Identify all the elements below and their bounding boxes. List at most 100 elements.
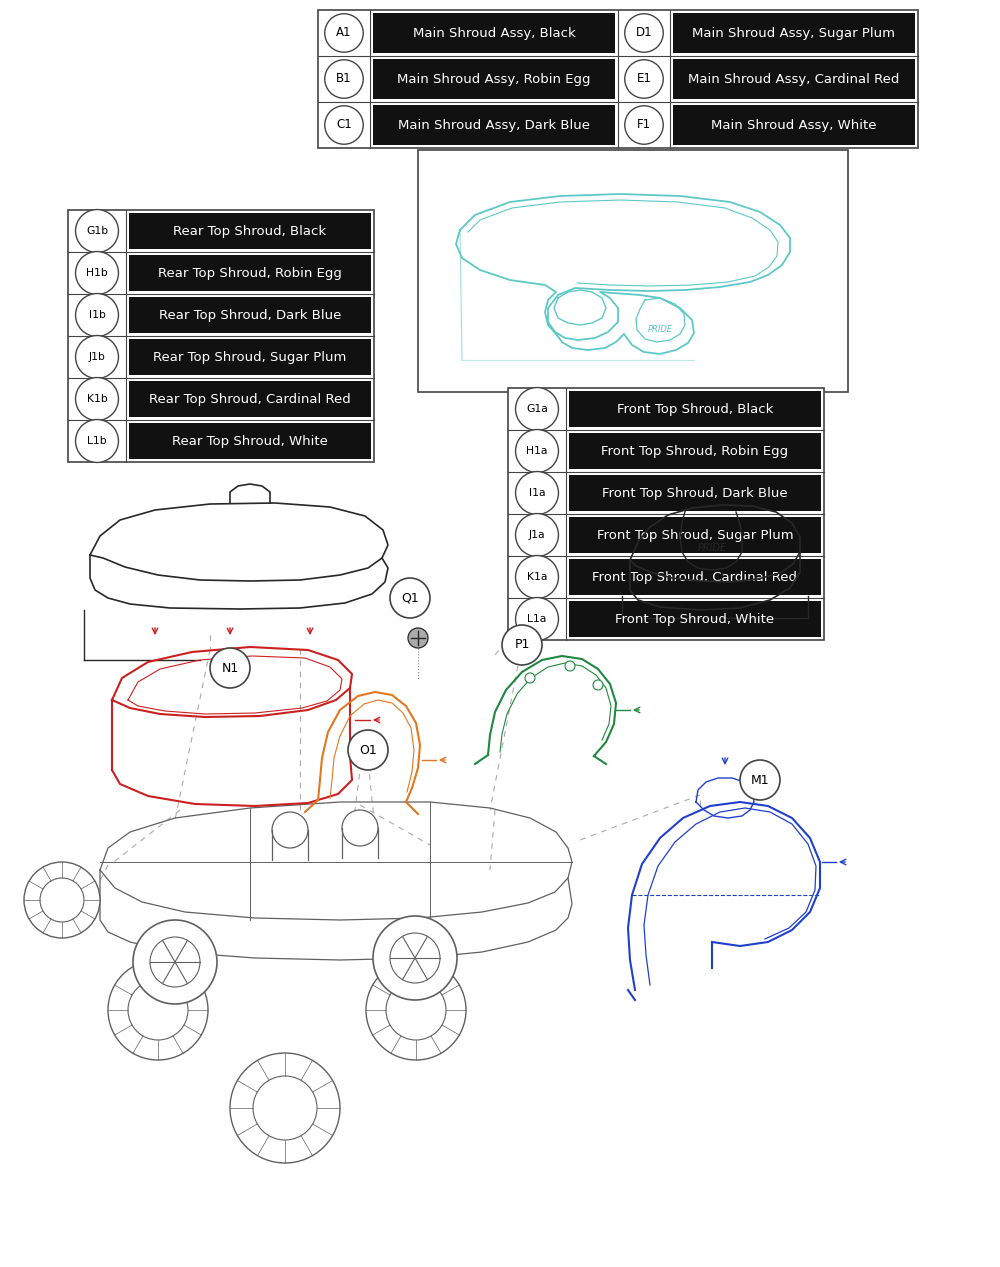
Bar <box>673 13 915 53</box>
Bar <box>129 381 371 417</box>
Text: G1b: G1b <box>86 226 108 236</box>
Text: Front Top Shroud, White: Front Top Shroud, White <box>615 612 775 626</box>
Bar <box>673 60 915 99</box>
Circle shape <box>373 916 457 1000</box>
Bar <box>373 60 615 99</box>
Circle shape <box>76 419 118 462</box>
Circle shape <box>325 14 363 52</box>
Bar <box>569 601 821 637</box>
Text: O1: O1 <box>359 744 377 756</box>
Circle shape <box>40 878 84 922</box>
Circle shape <box>76 209 118 252</box>
Text: E1: E1 <box>637 72 651 85</box>
Text: G1a: G1a <box>526 404 548 414</box>
Circle shape <box>408 628 428 647</box>
Circle shape <box>128 979 188 1040</box>
Text: I1a: I1a <box>529 488 545 498</box>
Circle shape <box>625 14 663 52</box>
Bar <box>569 475 821 511</box>
Text: Q1: Q1 <box>401 592 419 604</box>
Bar <box>129 340 371 375</box>
Bar <box>68 210 374 462</box>
Text: Front Top Shroud, Robin Egg: Front Top Shroud, Robin Egg <box>601 445 789 457</box>
Circle shape <box>516 388 558 431</box>
Circle shape <box>342 810 378 846</box>
Circle shape <box>253 1076 317 1140</box>
Circle shape <box>625 60 663 99</box>
Circle shape <box>516 513 558 556</box>
Circle shape <box>150 938 200 987</box>
Bar <box>129 423 371 459</box>
Circle shape <box>348 730 388 770</box>
Text: F1: F1 <box>637 119 651 132</box>
Text: Rear Top Shroud, Dark Blue: Rear Top Shroud, Dark Blue <box>159 308 341 322</box>
Circle shape <box>230 1053 340 1163</box>
Text: Front Top Shroud, Sugar Plum: Front Top Shroud, Sugar Plum <box>597 528 793 541</box>
Circle shape <box>76 378 118 421</box>
Circle shape <box>516 598 558 640</box>
Text: M1: M1 <box>751 773 769 787</box>
Circle shape <box>386 979 446 1040</box>
Text: Main Shroud Assy, Sugar Plum: Main Shroud Assy, Sugar Plum <box>692 27 896 39</box>
Circle shape <box>390 933 440 983</box>
Circle shape <box>516 471 558 514</box>
Text: Main Shroud Assy, Robin Egg: Main Shroud Assy, Robin Egg <box>397 72 591 85</box>
Circle shape <box>325 105 363 144</box>
Text: H1b: H1b <box>86 269 108 277</box>
Text: A1: A1 <box>336 27 352 39</box>
Text: J1a: J1a <box>529 530 545 540</box>
Circle shape <box>108 960 208 1060</box>
Circle shape <box>502 625 542 665</box>
Circle shape <box>390 578 430 618</box>
Bar <box>318 10 918 148</box>
Text: PRIDE: PRIDE <box>697 544 727 552</box>
Text: Main Shroud Assy, White: Main Shroud Assy, White <box>711 119 877 132</box>
Text: Front Top Shroud, Dark Blue: Front Top Shroud, Dark Blue <box>602 487 788 499</box>
Circle shape <box>593 680 603 691</box>
Text: Front Top Shroud, Cardinal Red: Front Top Shroud, Cardinal Red <box>592 570 798 584</box>
Text: D1: D1 <box>636 27 652 39</box>
Text: Front Top Shroud, Black: Front Top Shroud, Black <box>617 403 773 416</box>
Bar <box>508 388 824 640</box>
Circle shape <box>210 647 250 688</box>
Circle shape <box>24 862 100 938</box>
Text: L1a: L1a <box>527 614 547 625</box>
Text: C1: C1 <box>336 119 352 132</box>
Bar <box>129 255 371 291</box>
Bar <box>129 296 371 333</box>
Bar <box>418 150 848 392</box>
Circle shape <box>516 555 558 598</box>
Bar <box>569 433 821 469</box>
Circle shape <box>76 252 118 294</box>
Text: Main Shroud Assy, Dark Blue: Main Shroud Assy, Dark Blue <box>398 119 590 132</box>
Text: B1: B1 <box>336 72 352 85</box>
Bar <box>569 559 821 595</box>
Text: Rear Top Shroud, Sugar Plum: Rear Top Shroud, Sugar Plum <box>153 351 347 364</box>
Text: Rear Top Shroud, White: Rear Top Shroud, White <box>172 435 328 447</box>
Circle shape <box>366 960 466 1060</box>
Bar <box>129 213 371 250</box>
Circle shape <box>565 661 575 672</box>
Circle shape <box>525 673 535 683</box>
Text: Main Shroud Assy, Black: Main Shroud Assy, Black <box>413 27 575 39</box>
Circle shape <box>76 336 118 379</box>
Text: K1a: K1a <box>527 571 547 582</box>
Circle shape <box>272 812 308 848</box>
Text: K1b: K1b <box>87 394 107 404</box>
Text: Rear Top Shroud, Robin Egg: Rear Top Shroud, Robin Egg <box>158 266 342 280</box>
Bar <box>569 517 821 552</box>
Text: Main Shroud Assy, Cardinal Red: Main Shroud Assy, Cardinal Red <box>688 72 900 85</box>
Circle shape <box>740 760 780 799</box>
Circle shape <box>133 920 217 1003</box>
Text: Rear Top Shroud, Black: Rear Top Shroud, Black <box>173 224 327 237</box>
Bar <box>373 13 615 53</box>
Text: PRIDE: PRIDE <box>647 326 673 334</box>
Bar <box>373 105 615 144</box>
Text: P1: P1 <box>514 639 530 651</box>
Circle shape <box>325 60 363 99</box>
Text: J1b: J1b <box>89 352 105 362</box>
Circle shape <box>625 105 663 144</box>
Bar <box>673 105 915 144</box>
Circle shape <box>76 294 118 337</box>
Circle shape <box>516 430 558 473</box>
